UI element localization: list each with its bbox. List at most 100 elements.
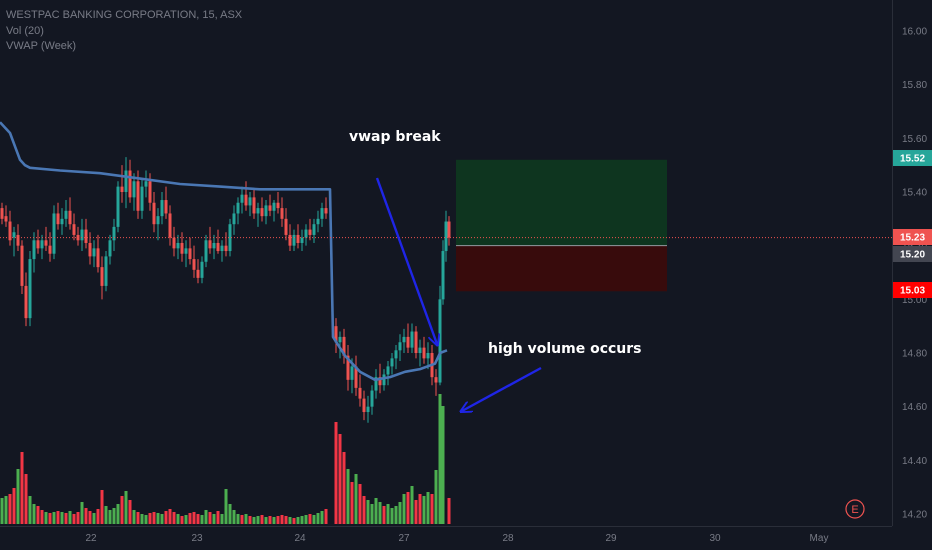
volume-bar — [192, 512, 196, 524]
candle-body — [264, 205, 268, 217]
candle — [268, 194, 272, 217]
candle-body — [324, 208, 328, 214]
volume-bar — [36, 506, 40, 524]
candle — [358, 374, 362, 407]
candle — [288, 224, 292, 252]
candle-body — [256, 208, 260, 214]
candle — [406, 323, 410, 353]
candle-body — [212, 242, 216, 249]
candle — [216, 229, 220, 254]
annotation-arrows — [375, 177, 542, 411]
candle — [60, 208, 64, 235]
volume-bar — [64, 513, 68, 524]
volume-bar — [24, 474, 28, 524]
candle-body — [232, 213, 236, 225]
volume-bar — [52, 512, 56, 524]
candle — [160, 192, 164, 225]
candle — [444, 210, 448, 262]
earnings-marker-label: E — [851, 504, 858, 516]
price-tick-label: 14.20 — [902, 510, 927, 521]
earnings-marker-circle — [845, 499, 865, 519]
candle — [92, 240, 96, 268]
candle — [342, 328, 346, 364]
volume-bar — [338, 434, 342, 524]
candle-body — [68, 210, 72, 225]
candle — [252, 189, 256, 219]
volume-bar — [172, 512, 176, 524]
candle — [200, 256, 204, 284]
candle-body — [4, 216, 8, 222]
volume-bar — [216, 511, 220, 524]
candle — [124, 157, 128, 209]
candle-body — [12, 232, 16, 238]
candle-body — [276, 202, 280, 209]
candle — [8, 210, 12, 246]
candle-body — [268, 205, 272, 211]
price-badge-label: 15.23 — [900, 233, 925, 244]
candle-body — [346, 355, 350, 380]
candle — [64, 200, 68, 227]
volume-bar — [370, 504, 374, 524]
price-tick-label: 15.80 — [902, 80, 927, 91]
candle-body — [124, 170, 128, 192]
position-target-zone[interactable] — [456, 159, 667, 246]
candle — [300, 229, 304, 252]
volume-bar — [398, 502, 402, 524]
candle — [112, 218, 116, 252]
volume-bar — [304, 515, 308, 524]
candle-body — [236, 202, 240, 214]
candle — [192, 245, 196, 278]
volume-bar — [32, 504, 36, 524]
volume-bar — [268, 516, 272, 524]
candle — [370, 385, 374, 415]
earnings-event-marker[interactable]: E — [845, 499, 865, 519]
volume-bar — [112, 508, 116, 524]
candle — [260, 197, 264, 222]
price-tick-label: 15.60 — [902, 134, 927, 145]
volume-bar — [136, 512, 140, 524]
candle — [164, 186, 168, 219]
candle-body — [296, 234, 300, 243]
candle-body — [8, 221, 12, 241]
candle-body — [204, 240, 208, 262]
candle — [116, 181, 120, 233]
candle — [398, 334, 402, 362]
candlesticks — [0, 157, 451, 423]
volume-bar — [378, 502, 382, 524]
candle-body — [320, 208, 324, 219]
volume-bar — [426, 492, 430, 524]
volume-bar — [441, 406, 445, 524]
price-tick-label: 15.00 — [902, 295, 927, 306]
candle-body — [220, 245, 224, 252]
volume-bar — [60, 512, 64, 524]
volume-bar — [132, 510, 136, 524]
price-badge: 15.52 — [893, 150, 932, 166]
long-position-tool[interactable] — [456, 159, 667, 292]
volume-bar — [180, 516, 184, 524]
volume-bar — [276, 516, 280, 524]
volume-bar — [256, 516, 260, 524]
volume-bar — [68, 511, 72, 524]
candle — [4, 205, 8, 227]
candle — [292, 229, 296, 252]
candle-body — [414, 331, 418, 353]
candle — [24, 272, 28, 327]
volume-bar — [220, 514, 224, 524]
volume-bar — [16, 469, 20, 524]
position-stop-zone[interactable] — [456, 245, 667, 292]
candle-body — [36, 240, 40, 249]
candle-body — [108, 240, 112, 257]
candle-body — [192, 259, 196, 270]
volume-bar — [296, 517, 300, 524]
candle — [244, 181, 248, 211]
candle-body — [144, 181, 148, 187]
candle-body — [444, 221, 448, 252]
candle-body — [96, 248, 100, 268]
volume-bar — [0, 498, 4, 524]
candle — [414, 326, 418, 359]
volume-bar — [92, 513, 96, 524]
volume-bar — [100, 490, 104, 524]
volume-bar — [44, 512, 48, 524]
candle — [196, 259, 200, 284]
